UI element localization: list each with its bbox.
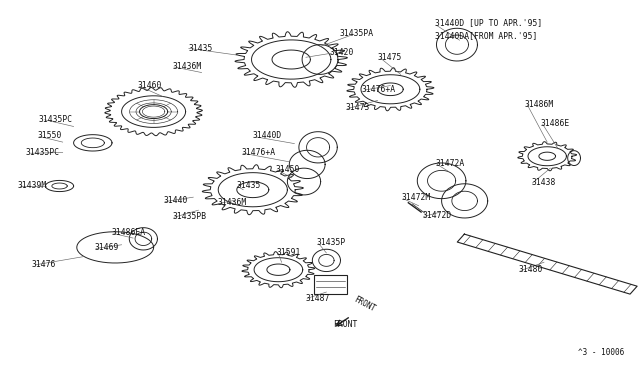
Text: 31435PC: 31435PC — [26, 148, 60, 157]
Text: 31440D [UP TO APR.'95]: 31440D [UP TO APR.'95] — [435, 18, 543, 27]
Text: 31438: 31438 — [531, 178, 556, 187]
Text: 31440DA[FROM APR.'95]: 31440DA[FROM APR.'95] — [435, 31, 538, 40]
Text: 31473: 31473 — [346, 103, 370, 112]
Text: 31435: 31435 — [189, 44, 213, 53]
Text: 31436M: 31436M — [173, 62, 202, 71]
Text: ^3 - 10006: ^3 - 10006 — [578, 348, 624, 357]
Text: 31435PC: 31435PC — [38, 115, 72, 124]
Text: 31591: 31591 — [276, 248, 301, 257]
Text: 31486E: 31486E — [541, 119, 570, 128]
Text: 31480: 31480 — [518, 265, 543, 274]
Text: 31460: 31460 — [138, 81, 162, 90]
Text: 31475: 31475 — [378, 53, 402, 62]
Text: 31435P: 31435P — [317, 238, 346, 247]
Text: 31487: 31487 — [306, 294, 330, 303]
Text: FRONT: FRONT — [352, 294, 377, 313]
Text: 31439M: 31439M — [18, 181, 47, 190]
Text: 31476+A: 31476+A — [362, 85, 396, 94]
Text: 31435PB: 31435PB — [173, 212, 207, 221]
Text: 31486EA: 31486EA — [112, 228, 146, 237]
Text: 31420: 31420 — [330, 48, 354, 57]
Text: 31435PA: 31435PA — [339, 29, 373, 38]
Text: 31469: 31469 — [95, 243, 119, 252]
Text: FRONT: FRONT — [333, 320, 357, 329]
Text: 31435: 31435 — [237, 182, 261, 190]
Text: 31476+A: 31476+A — [242, 148, 276, 157]
Bar — [314, 275, 347, 294]
Text: 31440D: 31440D — [253, 131, 282, 140]
Text: 31486M: 31486M — [525, 100, 554, 109]
Text: 31476: 31476 — [32, 260, 56, 269]
Text: 31436M: 31436M — [218, 198, 247, 207]
Text: 31472D: 31472D — [422, 211, 452, 220]
Text: 31472A: 31472A — [435, 159, 465, 168]
Text: 31550: 31550 — [37, 131, 61, 140]
Text: 31472M: 31472M — [402, 193, 431, 202]
Text: 31450: 31450 — [275, 165, 300, 174]
Text: 31440: 31440 — [163, 196, 188, 205]
